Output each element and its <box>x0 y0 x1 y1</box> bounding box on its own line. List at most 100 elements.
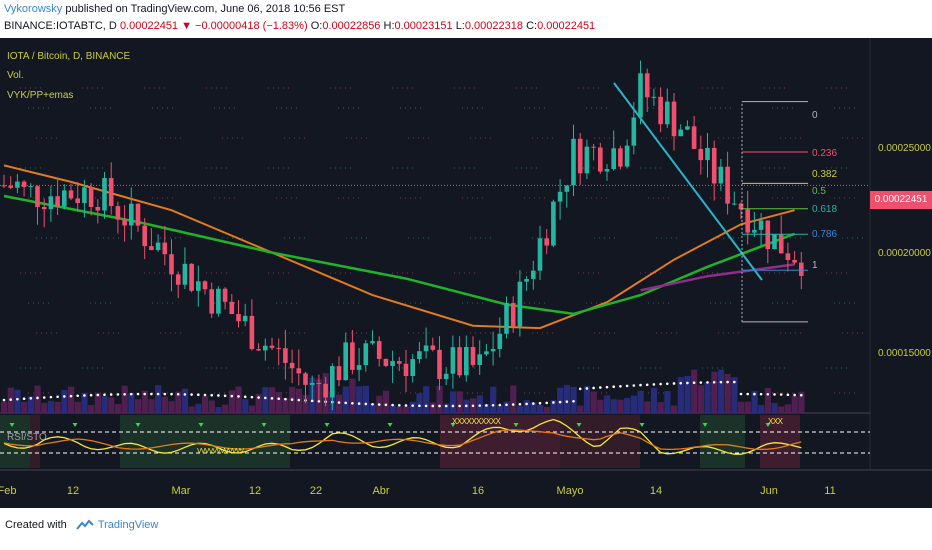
volume-ma-dot <box>284 397 287 401</box>
candle-body <box>269 345 275 348</box>
volume-bar <box>731 377 738 413</box>
volume-bar <box>456 391 463 413</box>
volume-ma-dot <box>344 401 348 405</box>
candle-body <box>718 166 724 184</box>
oscillator-zone <box>120 415 175 468</box>
volume-ma-dot <box>357 402 361 405</box>
volume-ma-dot <box>733 380 736 384</box>
candle-body <box>363 343 369 366</box>
candle-body <box>477 354 482 366</box>
candle-body <box>68 190 74 199</box>
candle-body <box>658 96 663 125</box>
x-tick-label: Feb <box>0 485 17 497</box>
legend-oscillator[interactable]: RSI/STO <box>7 432 47 443</box>
volume-bar <box>758 404 765 413</box>
tradingview-logo-icon[interactable] <box>76 519 94 531</box>
volume-ma-dot <box>666 382 669 386</box>
volume-ma-dot <box>210 393 213 397</box>
candle-body <box>577 138 583 174</box>
fib-label-0: 0 <box>812 110 818 121</box>
candle-body <box>557 191 563 202</box>
signal-triangle <box>513 423 519 427</box>
volume-ma-dot <box>538 401 542 405</box>
volume-ma-dot <box>150 392 153 396</box>
candle-body <box>229 301 235 315</box>
volume-bar <box>429 402 436 413</box>
volume-ma-dot <box>786 393 790 397</box>
author-link[interactable]: Vykorowsky <box>4 3 63 15</box>
legend-main[interactable]: IOTA / Bitcoin, D, BINANCE <box>7 51 131 62</box>
tradingview-brand-link[interactable]: TradingView <box>97 519 159 531</box>
volume-bar <box>14 389 21 413</box>
candle-body <box>443 373 449 380</box>
volume-ma-dot <box>431 404 435 408</box>
volume-bar <box>269 387 276 413</box>
signal-triangle <box>639 423 645 427</box>
volume-ma-dot <box>243 395 247 399</box>
x-tick-label: 12 <box>248 485 262 497</box>
candle-body <box>678 129 683 137</box>
volume-ma-dot <box>719 380 723 384</box>
oscillator-zone <box>30 415 40 468</box>
overbought-marks: XXXXXXXXXX <box>452 417 501 426</box>
publish-text: published on TradingView.com, June 06, 2… <box>62 3 346 15</box>
candle-body <box>108 178 114 207</box>
chart-area[interactable]: IOTA / Bitcoin, D, BINANCE Vol. VYK/PP+e… <box>0 38 932 508</box>
volume-ma-dot <box>223 394 227 398</box>
candle-body <box>450 347 456 374</box>
rsi-line <box>3 429 802 451</box>
fib-label-0236: 0.236 <box>812 148 838 159</box>
volume-bar <box>396 406 403 413</box>
candle-body <box>765 220 771 250</box>
volume-bar <box>597 399 604 413</box>
volume-bar <box>711 371 718 413</box>
volume-bar <box>275 392 282 413</box>
volume-ma-dot <box>471 404 475 408</box>
volume-ma-dot <box>639 383 642 387</box>
candle-body <box>665 101 670 125</box>
candle-body <box>41 206 47 210</box>
volume-bar <box>168 401 175 413</box>
volume-bar <box>175 391 182 413</box>
candle-body <box>256 349 261 351</box>
close-value: 0.00022451 <box>537 20 596 32</box>
x-tick-label: 16 <box>471 485 485 497</box>
volume-ma-dot <box>599 386 602 389</box>
close-label: C: <box>526 20 538 32</box>
legend-indicator[interactable]: VYK/PP+emas <box>7 90 74 101</box>
candle-body <box>437 349 442 380</box>
volume-bar <box>510 385 517 413</box>
candle-body <box>758 220 764 230</box>
candle-body <box>651 96 657 98</box>
x-tick-label: 14 <box>649 485 663 497</box>
candle-body <box>752 229 757 233</box>
volume-bar <box>282 397 289 413</box>
volume-ma-dot <box>130 392 133 396</box>
volume-bar <box>128 392 135 413</box>
signal-triangle <box>9 423 15 427</box>
chart-canvas[interactable] <box>0 38 932 508</box>
volume-ma-dot <box>746 392 749 396</box>
volume-ma-dot <box>478 404 482 407</box>
candle-body <box>799 262 804 276</box>
volume-ma-dot <box>237 395 240 398</box>
volume-ma-dot <box>505 403 508 407</box>
volume-bar <box>135 399 142 413</box>
volume-ma-dot <box>109 393 113 396</box>
candle-body <box>242 315 248 322</box>
volume-ma-dot <box>739 392 743 396</box>
legend-volume[interactable]: Vol. <box>7 70 24 81</box>
candle-body <box>470 347 476 366</box>
ema-fast-line <box>3 164 795 330</box>
candle-body <box>182 263 188 285</box>
oscillator-zone <box>700 415 745 468</box>
volume-ma-dot <box>83 394 86 397</box>
candle-body <box>129 203 134 226</box>
volume-ma-dot <box>800 393 803 397</box>
volume-bar <box>74 401 81 413</box>
volume-ma-dot <box>766 392 770 396</box>
fib-label-0786: 0.786 <box>812 229 838 240</box>
volume-bar <box>349 378 356 413</box>
volume-bar <box>181 388 189 413</box>
volume-bar <box>108 397 115 413</box>
